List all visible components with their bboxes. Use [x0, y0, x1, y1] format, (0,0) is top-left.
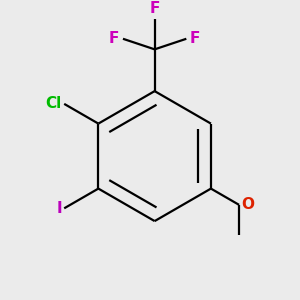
Text: F: F [109, 31, 119, 46]
Text: F: F [149, 1, 160, 16]
Text: Cl: Cl [46, 96, 62, 111]
Text: O: O [242, 197, 254, 212]
Text: I: I [56, 201, 62, 216]
Text: F: F [190, 31, 200, 46]
